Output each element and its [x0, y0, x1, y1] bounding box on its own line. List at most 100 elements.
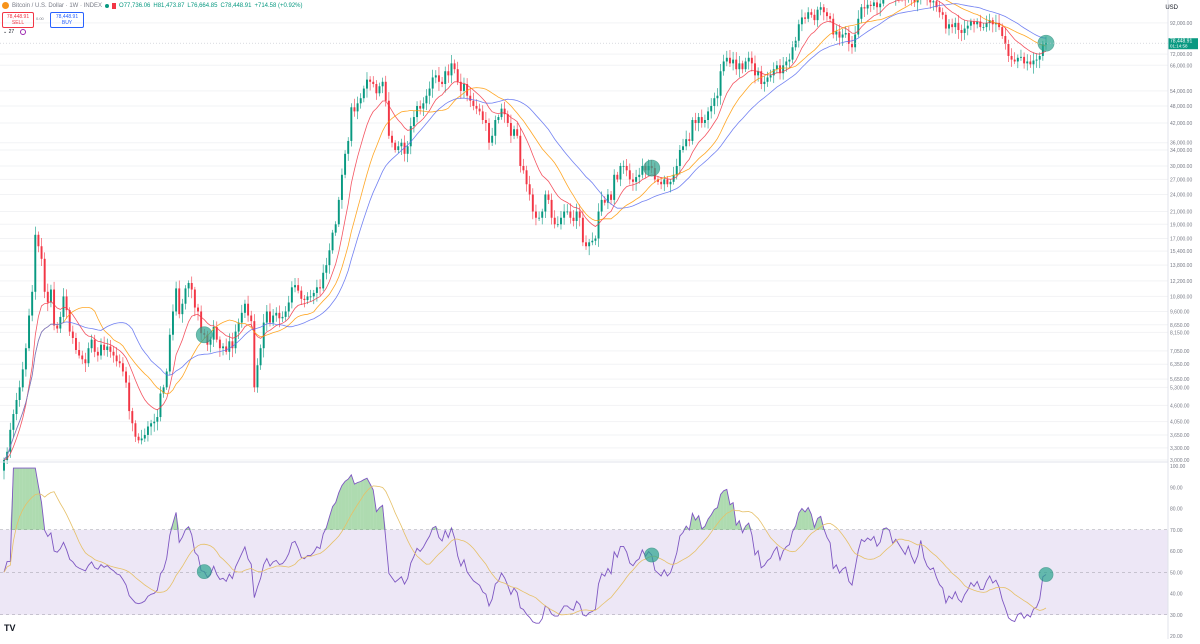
rsi-tick-label: 40.00: [1170, 592, 1183, 598]
candle-body: [563, 212, 565, 218]
candle-body: [444, 71, 446, 84]
price-tick-label: 12,200.00: [1170, 279, 1192, 285]
candle-body: [1029, 61, 1031, 64]
candle-body: [479, 109, 481, 112]
candle-body: [510, 123, 512, 136]
candle-body: [1007, 44, 1009, 56]
candle-body: [613, 175, 615, 200]
candle-body: [138, 437, 140, 441]
rsi-overbought-fill: [23, 468, 26, 530]
candle-body: [103, 345, 105, 350]
candle-body: [269, 311, 271, 322]
rsi-overbought-fill: [364, 478, 367, 530]
candle-body: [31, 292, 33, 316]
candle-body: [91, 340, 93, 349]
candle-body: [322, 273, 324, 289]
candle-body: [619, 166, 621, 179]
candle-body: [131, 411, 133, 423]
candle-body: [623, 166, 625, 167]
candle-body: [150, 423, 152, 426]
candle-body: [829, 16, 831, 19]
candle-body: [707, 111, 709, 120]
candle-body: [250, 316, 252, 322]
indicators-row: ⌄ 27: [3, 29, 26, 35]
candle-body: [723, 61, 725, 71]
candle-body: [81, 356, 83, 360]
candle-body: [588, 242, 590, 246]
buy-button[interactable]: 78,448.91 BUY: [50, 12, 84, 28]
price-tick-label: 10,800.00: [1170, 294, 1192, 300]
candle-body: [951, 24, 953, 27]
candle-body: [238, 323, 240, 332]
candle-body: [867, 5, 869, 9]
currency-label[interactable]: USD: [1165, 5, 1178, 11]
candle-body: [1017, 58, 1019, 62]
candle-body: [785, 61, 787, 65]
candle-body: [391, 136, 393, 143]
candle-body: [522, 166, 524, 170]
candle-body: [942, 12, 944, 15]
candle-body: [864, 7, 866, 8]
candle-body: [28, 316, 30, 349]
candle-body: [241, 313, 243, 323]
candle-body: [932, 1, 934, 2]
rsi-tick-label: 70.00: [1170, 528, 1183, 534]
candle-body: [16, 400, 18, 414]
candle-body: [338, 200, 340, 224]
candle-body: [62, 296, 64, 316]
candle-body: [716, 96, 718, 98]
candle-body: [547, 194, 549, 199]
rsi-tick-label: 60.00: [1170, 549, 1183, 555]
candle-body: [369, 80, 371, 82]
spread-value: 0.00: [36, 16, 44, 21]
candle-body: [275, 313, 277, 316]
candle-body: [153, 422, 155, 424]
candle-body: [344, 154, 346, 175]
candle-body: [416, 106, 418, 117]
candle-body: [748, 58, 750, 62]
candle-body: [842, 34, 844, 37]
candle-body: [1014, 60, 1016, 62]
rsi-overbought-fill: [721, 491, 724, 530]
candle-body: [294, 285, 296, 287]
candle-body: [147, 426, 149, 434]
price-circle-marker: [196, 327, 212, 343]
candle-body: [551, 200, 553, 218]
candle-body: [1001, 27, 1003, 36]
candle-body: [222, 346, 224, 348]
legend-header: Bitcoin / U.S. Dollar · 1W · INDEX O77,7…: [2, 2, 303, 9]
candle-body: [56, 326, 58, 329]
candle-body: [366, 80, 368, 89]
candle-body: [713, 98, 715, 106]
rsi-overbought-fill: [361, 480, 364, 530]
candle-body: [59, 317, 61, 329]
rsi-overbought-fill: [730, 503, 733, 530]
candle-body: [964, 29, 966, 33]
candle-body: [178, 288, 180, 314]
sell-button[interactable]: 78,448.91 SELL: [2, 12, 34, 28]
candle-body: [109, 346, 111, 351]
candle-body: [332, 233, 334, 251]
symbol-title[interactable]: Bitcoin / U.S. Dollar · 1W · INDEX: [12, 3, 102, 9]
candle-body: [494, 120, 496, 136]
indicator-swirl-icon[interactable]: [20, 29, 26, 35]
candle-body: [278, 313, 280, 318]
indicators-toggle[interactable]: ⌄ 27: [3, 29, 14, 35]
candle-body: [745, 61, 747, 69]
candle-body: [219, 340, 221, 349]
price-tick-label: 21,000.00: [1170, 210, 1192, 216]
candle-body: [948, 24, 950, 28]
price-tick-label: 5,650.00: [1170, 377, 1190, 383]
candle-body: [754, 63, 756, 75]
candle-body: [181, 304, 183, 314]
candle-body: [691, 120, 693, 141]
candle-body: [291, 287, 293, 302]
candle-body: [141, 439, 143, 441]
price-tick-label: 17,000.00: [1170, 237, 1192, 243]
candle-body: [285, 311, 287, 316]
candle-body: [119, 361, 121, 363]
candle-body: [569, 212, 571, 218]
candle-body: [710, 106, 712, 111]
candle-body: [328, 250, 330, 265]
